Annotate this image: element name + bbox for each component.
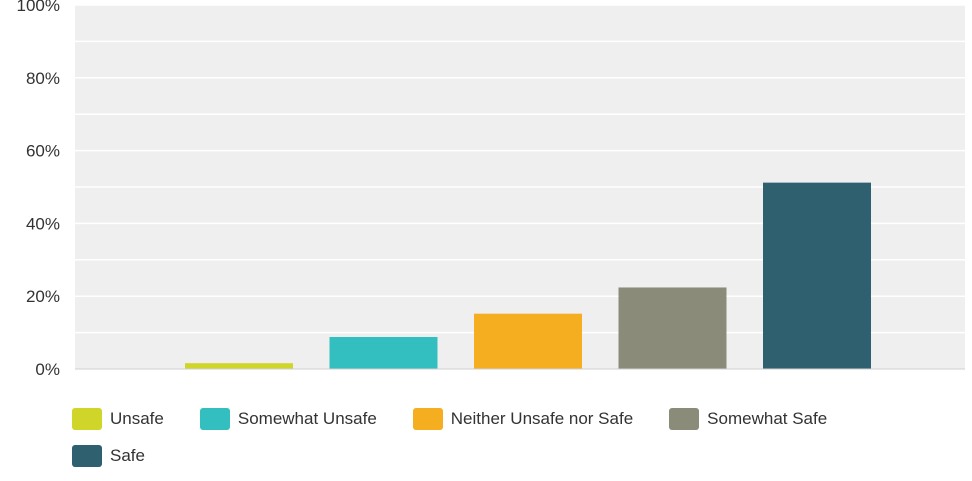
y-tick-label: 100% — [17, 0, 60, 15]
legend-label: Unsafe — [110, 409, 164, 428]
bar-somewhat-safe[interactable] — [618, 287, 727, 369]
y-tick-label: 20% — [26, 287, 60, 306]
bar-somewhat-unsafe[interactable] — [329, 336, 438, 369]
legend-label: Safe — [110, 446, 145, 465]
legend-item-neither-unsafe-nor-safe[interactable]: Neither Unsafe nor Safe — [412, 408, 634, 430]
legend-item-somewhat-safe[interactable]: Somewhat Safe — [669, 408, 827, 430]
y-tick-label: 80% — [26, 69, 60, 88]
legend: Unsafe Somewhat Unsafe Neither Unsafe nor … — [72, 408, 952, 467]
y-tick-label: 60% — [26, 142, 60, 161]
legend-swatch — [72, 445, 102, 467]
legend-item-unsafe[interactable]: Unsafe — [72, 408, 164, 430]
legend-swatch — [199, 408, 230, 430]
y-axis-ticks: 0% 20% 40% 60% 80% 100% — [17, 0, 60, 379]
bar-unsafe[interactable] — [185, 363, 293, 369]
legend-item-somewhat-unsafe[interactable]: Somewhat Unsafe — [199, 408, 377, 430]
legend-label: Somewhat Unsafe — [237, 409, 377, 428]
legend-label: Somewhat Safe — [707, 409, 828, 428]
grid-lines — [75, 4, 965, 334]
legend-swatch — [669, 408, 700, 430]
bar-safe[interactable] — [763, 182, 871, 369]
legend-swatch — [72, 408, 102, 430]
legend-label: Neither Unsafe nor Safe — [450, 409, 634, 428]
bars — [185, 182, 871, 369]
legend-item-safe[interactable]: Safe — [72, 445, 145, 467]
y-tick-label: 0% — [35, 360, 60, 379]
legend-swatch — [412, 408, 443, 430]
bar-neither-unsafe-nor-safe[interactable] — [474, 313, 582, 369]
y-tick-label: 40% — [26, 214, 60, 233]
